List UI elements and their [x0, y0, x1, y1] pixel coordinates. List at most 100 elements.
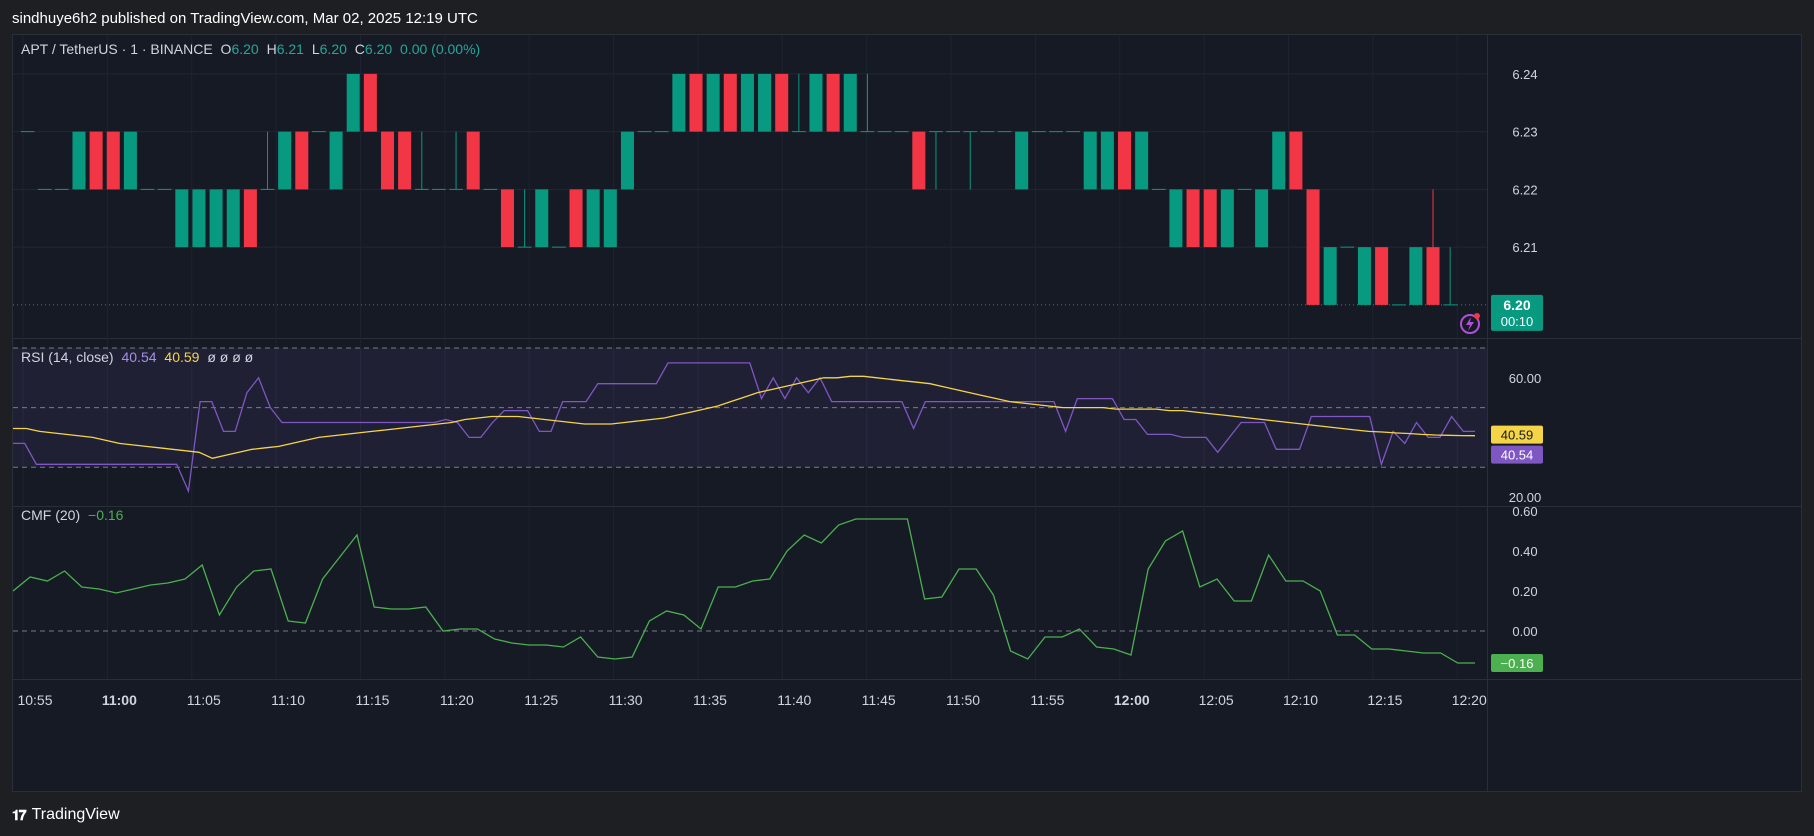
candle-body: [466, 131, 480, 190]
candle-body: [569, 189, 583, 248]
cmf-legend-value: −0.16: [88, 507, 124, 523]
candle-body: [1272, 131, 1286, 190]
cmf-legend-name[interactable]: CMF (20): [21, 507, 81, 523]
candle-body: [740, 73, 754, 132]
time-tick-label: 11:55: [1030, 692, 1064, 708]
candle-body: [620, 131, 634, 190]
price-tick-label: 6.24: [1512, 67, 1537, 82]
candle-body: [1203, 189, 1217, 248]
cmf-legend: CMF (20) −0.16: [21, 507, 127, 523]
tradingview-logo-icon: 𝟏𝟕: [12, 806, 27, 823]
chart-svg[interactable]: 6.24 6.23 6.22 6.21 10:55 11:00 11:05 11:10 11:1…: [13, 35, 1802, 792]
price-tick-label: 6.22: [1512, 182, 1537, 197]
cmf-tick-label: 0.40: [1512, 544, 1537, 559]
candle-body: [500, 189, 514, 248]
candle-body: [278, 131, 292, 190]
lightning-icon: [1466, 317, 1474, 331]
rsi-tag: [1491, 445, 1543, 464]
candle-body: [775, 73, 789, 132]
price-legend: APT / TetherUS · 1 · BINANCE O 6.20 H6.21…: [21, 41, 484, 57]
cmf-tick-label: 0.00: [1512, 624, 1537, 639]
candle-body: [123, 131, 137, 190]
tradingview-brand: TradingView: [31, 806, 120, 823]
candle-body: [706, 73, 720, 132]
candle-body: [1186, 189, 1200, 248]
candle-body: [175, 189, 189, 248]
cmf-tick-label: 0.60: [1512, 504, 1537, 519]
candle-body: [89, 131, 103, 190]
high-value: 6.21: [276, 41, 304, 57]
time-tick-label: 12:00: [1114, 692, 1150, 708]
time-tick-label: 11:35: [693, 692, 727, 708]
candle-body: [1015, 131, 1029, 190]
candle-body: [535, 189, 549, 248]
time-tick-label: 12:10: [1283, 692, 1318, 708]
candle-body: [1306, 189, 1320, 305]
candle-body: [329, 131, 343, 190]
candle-body: [398, 131, 412, 190]
last-price-tag: [1491, 294, 1543, 331]
chart-frame[interactable]: 6.24 6.23 6.22 6.21 10:55 11:00 11:05 11:10 11:1…: [12, 34, 1802, 792]
candle-body: [843, 73, 857, 132]
time-tick-label: 11:45: [862, 692, 896, 708]
rsi-legend-extra: ø ø ø ø: [207, 349, 254, 365]
price-tick-label: 6.21: [1512, 240, 1537, 255]
candle-body: [1357, 247, 1371, 305]
candle-body: [1220, 189, 1234, 248]
candle-body: [1255, 189, 1269, 248]
time-tick-label: 11:40: [777, 692, 811, 708]
time-tick-label: 12:05: [1199, 692, 1234, 708]
rsi-ma-tag: [1491, 425, 1543, 444]
close-value: 6.20: [364, 41, 393, 57]
candle-body: [295, 131, 309, 190]
low-label: L: [311, 41, 320, 57]
low-value: 6.20: [319, 41, 347, 57]
time-tick-label: 11:00: [102, 692, 137, 708]
rsi-tick-label: 20.00: [1509, 490, 1542, 505]
rsi-legend: RSI (14, close) 40.54 40.59 ø ø ø ø: [21, 349, 257, 365]
time-tick-label: 11:50: [946, 692, 980, 708]
candle-body: [809, 73, 823, 132]
candle-body: [1409, 247, 1423, 305]
candle-body: [1100, 131, 1114, 190]
symbol-label[interactable]: APT / TetherUS · 1 · BINANCE: [21, 41, 213, 57]
candle-body: [1117, 131, 1132, 190]
candle-body: [1169, 189, 1183, 248]
rsi-tick-label: 60.00: [1509, 371, 1542, 386]
alert-lightning-icon: [1460, 314, 1480, 334]
open-label: O: [220, 41, 232, 57]
candle-body: [1083, 131, 1097, 190]
rsi-ma-legend-value: 40.59: [164, 349, 200, 365]
rsi-ma-line: [13, 375, 1476, 459]
rsi-line: [13, 362, 1475, 494]
high-label: H: [266, 41, 277, 57]
candle-body: [586, 189, 600, 248]
candle-body: [363, 73, 377, 132]
cmf-tag: [1491, 654, 1543, 672]
alert-dot-icon: [1474, 313, 1480, 319]
cmf-line: [13, 518, 1475, 664]
rsi-ma-tag-value: 40.59: [1501, 428, 1534, 443]
tradingview-logo[interactable]: 𝟏𝟕 TradingView: [12, 806, 120, 824]
candle-body: [346, 73, 360, 132]
time-tick-label: 11:20: [440, 692, 474, 708]
candle-body: [912, 131, 926, 190]
time-tick-label: 11:30: [609, 692, 643, 708]
cmf-tick-label: 0.20: [1512, 584, 1537, 599]
rsi-legend-name[interactable]: RSI (14, close): [21, 349, 114, 365]
candle-body: [106, 131, 120, 190]
change-value: 0.00 (0.00%): [400, 41, 481, 57]
last-price-value: 6.20: [1503, 297, 1530, 313]
time-tick-label: 12:20: [1452, 692, 1487, 708]
candle-body: [826, 73, 840, 132]
time-tick-label: 10:55: [17, 692, 52, 708]
price-tick-label: 6.23: [1512, 125, 1537, 140]
candle-body: [243, 189, 257, 248]
close-label: C: [354, 41, 365, 57]
rsi-legend-value: 40.54: [121, 349, 157, 365]
candle-body: [1323, 247, 1337, 305]
cmf-tag-value: −0.16: [1501, 656, 1534, 671]
time-tick-label: 11:25: [524, 692, 558, 708]
candle-body: [226, 189, 240, 248]
countdown-value: 00:10: [1501, 314, 1534, 329]
